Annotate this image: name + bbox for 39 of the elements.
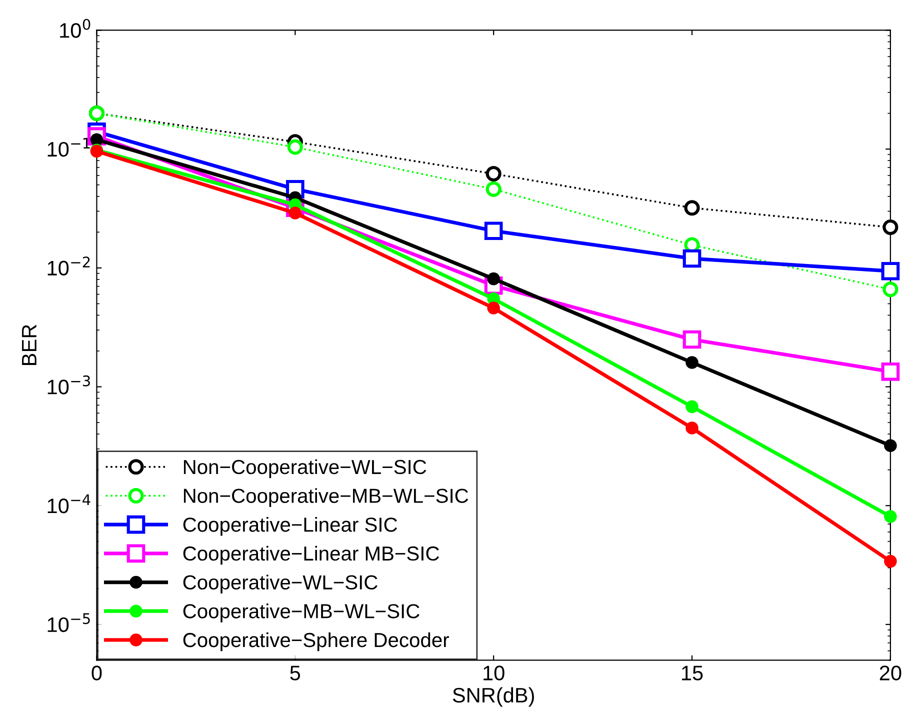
point (682, 249, 702, 268)
point (487, 272, 500, 286)
point (884, 439, 897, 452)
point (486, 181, 502, 197)
point (287, 139, 303, 155)
y-tick-label: 10$^{−3}$ (48, 375, 90, 394)
point (884, 554, 897, 568)
legend-label: Cooperative−Linear SIC (183, 517, 398, 536)
y-tick-label: 10$^{−1}$ (48, 138, 90, 157)
legend-label: Cooperative−WL−SIC (183, 574, 378, 594)
point (881, 262, 900, 280)
point (684, 200, 700, 216)
x-tick-label: 5 (290, 666, 300, 680)
point (682, 330, 702, 349)
legend-label: Non−Cooperative−MB−WL−SIC (184, 488, 468, 507)
x-tick-label: 20 (880, 666, 902, 680)
y-tick-label: 10$^{−2}$ (48, 256, 90, 276)
point (882, 219, 898, 236)
x-axis-title: SNR(dB) (452, 687, 534, 707)
point (884, 510, 897, 523)
point (487, 302, 500, 314)
legend-label: Cooperative−Linear MB−SIC (183, 546, 440, 565)
point (882, 282, 898, 298)
point (484, 222, 503, 240)
point (686, 422, 698, 434)
point (686, 400, 698, 414)
x-tick-label: 10 (484, 666, 504, 680)
legend-label: Cooperative−Sphere Decoder (183, 632, 449, 652)
y-tick-label: 10$^{0}$ (60, 18, 90, 38)
y-tick-label: 10$^{−5}$ (48, 613, 90, 632)
point (486, 166, 502, 182)
legend-label: Cooperative−MB−WL−SIC (183, 604, 420, 622)
legend-label: Non−Cooperative−WL−SIC (184, 459, 426, 478)
y-axis-title: BER (22, 324, 36, 365)
x-tick-label: 15 (682, 666, 703, 680)
point (881, 362, 900, 381)
point (686, 356, 698, 369)
y-tick-label: 10$^{−4}$ (48, 494, 90, 514)
x-tick-label: 0 (92, 666, 102, 680)
